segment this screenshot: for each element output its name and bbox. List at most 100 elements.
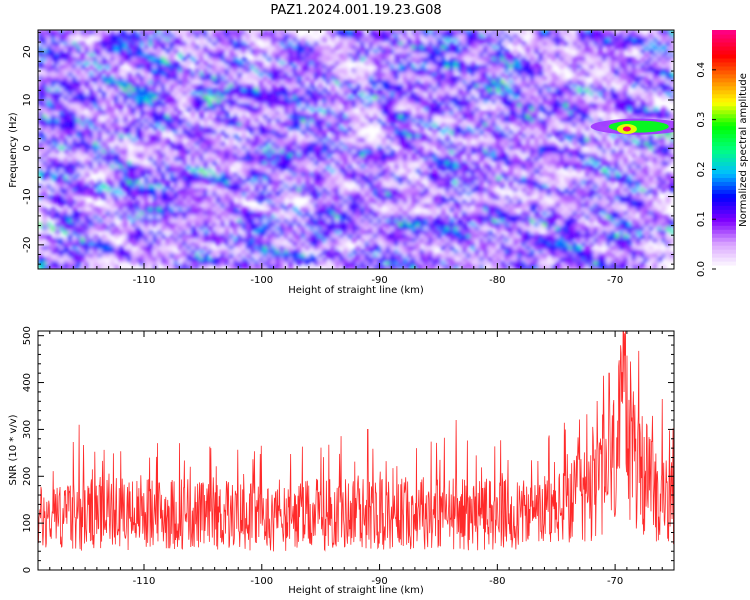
heatmap-cell xyxy=(266,172,272,178)
heatmap-cell xyxy=(220,180,226,185)
heatmap-cell xyxy=(46,56,52,62)
heatmap-cell xyxy=(661,114,667,120)
heatmap-cell xyxy=(300,56,306,62)
heatmap-cell xyxy=(372,76,378,81)
heatmap-cell xyxy=(190,118,196,124)
heatmap-cell xyxy=(351,137,357,143)
heatmap-cell xyxy=(84,99,90,104)
heatmap-cell xyxy=(237,60,243,66)
heatmap-cell xyxy=(406,134,412,139)
heatmap-cell xyxy=(199,103,204,108)
heatmap-cell xyxy=(105,157,111,162)
heatmap-cell xyxy=(394,153,399,158)
heatmap-cell xyxy=(661,72,667,77)
heatmap-cell xyxy=(555,53,561,58)
heatmap-cell xyxy=(593,83,599,89)
heatmap-cell xyxy=(262,91,268,97)
heatmap-cell xyxy=(330,168,336,174)
heatmap-cell xyxy=(237,141,243,147)
heatmap-cell xyxy=(216,122,221,127)
heatmap-cell xyxy=(411,41,416,47)
heatmap-cell xyxy=(245,60,251,66)
heatmap-cell xyxy=(542,87,548,93)
heatmap-cell xyxy=(356,76,361,81)
heatmap-cell xyxy=(46,157,52,162)
heatmap-cell xyxy=(474,53,480,58)
heatmap-cell xyxy=(228,126,234,131)
heatmap-cell xyxy=(93,168,98,174)
heatmap-cell xyxy=(614,110,620,116)
heatmap-cell xyxy=(546,176,552,181)
heatmap-cell xyxy=(330,103,336,108)
heatmap-cell xyxy=(423,76,429,81)
heatmap-cell xyxy=(648,114,654,120)
heatmap-cell xyxy=(326,49,332,54)
heatmap-cell xyxy=(63,53,69,58)
heatmap-cell xyxy=(63,122,69,127)
heatmap-cell xyxy=(449,49,455,54)
heatmap-cell xyxy=(377,172,383,178)
heatmap-cell xyxy=(152,68,158,73)
heatmap-cell xyxy=(406,110,412,116)
heatmap-cell xyxy=(199,33,204,39)
heatmap-cell xyxy=(428,141,433,147)
heatmap-cell xyxy=(610,37,616,43)
heatmap-cell xyxy=(440,122,446,127)
heatmap-cell xyxy=(640,80,645,85)
heatmap-cell xyxy=(372,168,378,174)
heatmap-cell xyxy=(211,157,217,162)
heatmap-cell xyxy=(330,95,336,100)
heatmap-cell xyxy=(228,68,234,73)
heatmap-cell xyxy=(177,80,183,85)
heatmap-cell xyxy=(419,56,425,62)
heatmap-cell xyxy=(419,149,425,154)
heatmap-cell xyxy=(559,153,565,158)
heatmap-cell xyxy=(614,161,620,166)
heatmap-cell xyxy=(317,107,323,112)
heatmap-cell xyxy=(648,103,654,108)
heatmap-cell xyxy=(627,168,633,174)
heatmap-cell xyxy=(648,168,654,174)
heatmap-cell xyxy=(313,45,319,50)
heatmap-cell xyxy=(563,153,569,158)
heatmap-cell xyxy=(67,103,73,108)
heatmap-cell xyxy=(504,56,510,62)
heatmap-cell xyxy=(42,141,48,147)
heatmap-cell xyxy=(148,110,154,116)
heatmap-cell xyxy=(245,87,251,93)
heatmap-cell xyxy=(148,87,154,93)
heatmap-cell xyxy=(428,87,433,93)
heatmap-cell xyxy=(228,87,234,93)
heatmap-cell xyxy=(627,37,633,43)
heatmap-cell xyxy=(84,68,90,73)
heatmap-cell xyxy=(483,45,489,50)
heatmap-cell xyxy=(495,164,501,170)
heatmap-cell xyxy=(483,110,489,116)
heatmap-cell xyxy=(237,45,243,50)
heatmap-cell xyxy=(322,141,327,147)
heatmap-cell xyxy=(54,87,60,93)
heatmap-cell xyxy=(169,72,175,77)
heatmap-cell xyxy=(250,137,255,143)
heatmap-cell xyxy=(372,53,378,58)
heatmap-cell xyxy=(38,130,43,135)
heatmap-cell xyxy=(474,176,480,181)
heatmap-cell xyxy=(402,145,408,151)
heatmap-cell xyxy=(63,76,69,81)
heatmap-cell xyxy=(245,145,251,151)
heatmap-cell xyxy=(504,91,510,97)
heatmap-cell xyxy=(271,91,277,97)
heatmap-cell xyxy=(360,87,366,93)
heatmap-cell xyxy=(428,45,433,50)
heatmap-cell xyxy=(275,99,281,104)
heatmap-cell xyxy=(233,157,238,162)
heatmap-cell xyxy=(233,176,238,181)
heatmap-cell xyxy=(356,145,361,151)
heatmap-cell xyxy=(305,145,310,151)
heatmap-cell xyxy=(228,80,234,85)
heatmap-cell xyxy=(63,72,69,77)
heatmap-cell xyxy=(326,110,332,116)
heatmap-cell xyxy=(135,122,141,127)
heatmap-cell xyxy=(207,107,213,112)
heatmap-cell xyxy=(529,41,535,47)
